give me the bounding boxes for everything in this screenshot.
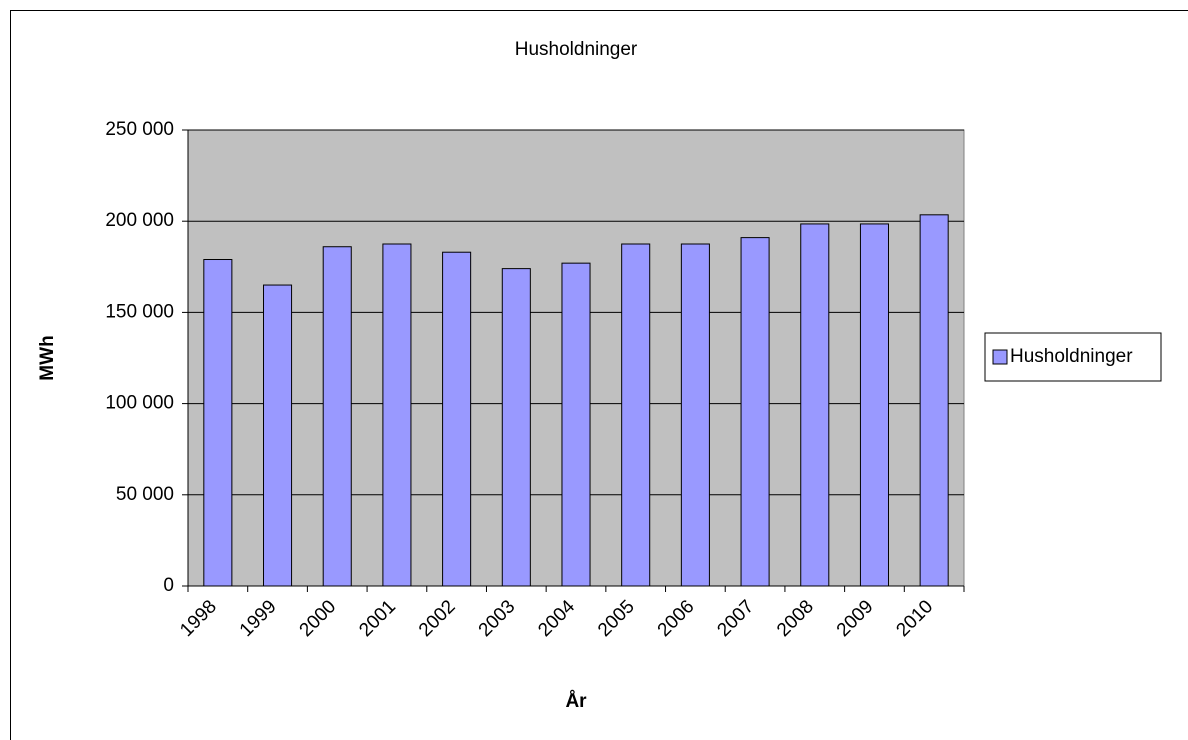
bar xyxy=(322,246,352,587)
chart-title: Husholdninger xyxy=(515,39,638,60)
bar xyxy=(621,243,651,587)
bar xyxy=(263,284,293,587)
y-axis-label: MWh xyxy=(37,335,58,380)
y-tick-label: 150 000 xyxy=(105,301,174,322)
x-axis-label: År xyxy=(565,691,587,712)
y-tick-label: 50 000 xyxy=(116,484,174,505)
bar xyxy=(382,243,412,587)
bar xyxy=(800,223,830,587)
y-tick-label: 250 000 xyxy=(105,119,174,140)
bar xyxy=(203,259,233,587)
bar xyxy=(919,214,949,587)
legend-box xyxy=(984,332,1162,382)
y-tick-label: 100 000 xyxy=(105,393,174,414)
bar xyxy=(442,251,472,587)
legend-label: Husholdninger xyxy=(1010,346,1133,367)
bar xyxy=(740,237,770,587)
bar xyxy=(859,223,889,587)
legend-swatch xyxy=(992,349,1008,365)
y-tick-label: 0 xyxy=(163,575,174,596)
bar xyxy=(501,268,531,587)
bar xyxy=(561,262,591,587)
y-tick-label: 200 000 xyxy=(105,210,174,231)
bar xyxy=(680,243,710,587)
